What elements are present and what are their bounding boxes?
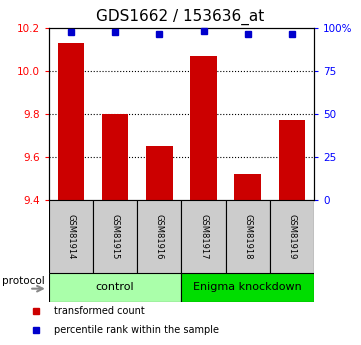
FancyBboxPatch shape <box>226 200 270 273</box>
Bar <box>102 114 129 200</box>
Bar <box>279 120 305 200</box>
Text: transformed count: transformed count <box>54 306 145 316</box>
FancyBboxPatch shape <box>93 200 137 273</box>
Text: GSM81914: GSM81914 <box>66 214 75 259</box>
Text: percentile rank within the sample: percentile rank within the sample <box>54 325 219 335</box>
FancyBboxPatch shape <box>49 273 181 302</box>
Text: GSM81917: GSM81917 <box>199 214 208 259</box>
FancyBboxPatch shape <box>270 200 314 273</box>
Text: protocol: protocol <box>3 276 45 286</box>
Text: Enigma knockdown: Enigma knockdown <box>193 282 302 292</box>
FancyBboxPatch shape <box>137 200 181 273</box>
FancyBboxPatch shape <box>181 273 314 302</box>
Text: GSM81916: GSM81916 <box>155 214 164 259</box>
Bar <box>57 43 84 200</box>
Text: GSM81915: GSM81915 <box>110 214 119 259</box>
Bar <box>146 146 173 200</box>
Bar <box>190 56 217 200</box>
Text: GSM81918: GSM81918 <box>243 214 252 259</box>
Bar <box>235 174 261 200</box>
Text: GSM81919: GSM81919 <box>287 214 296 259</box>
FancyBboxPatch shape <box>181 200 226 273</box>
Text: control: control <box>96 282 134 292</box>
FancyBboxPatch shape <box>49 200 93 273</box>
Text: GDS1662 / 153636_at: GDS1662 / 153636_at <box>96 9 265 25</box>
